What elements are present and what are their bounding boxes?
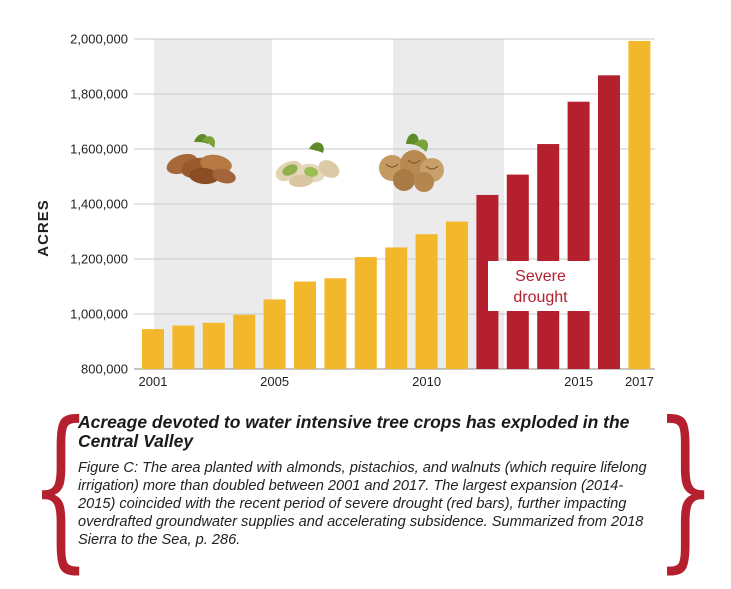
- bar-2009: [385, 247, 408, 369]
- bar-2010: [415, 234, 438, 369]
- bar-2015: [567, 101, 590, 369]
- bar-2008: [354, 257, 377, 369]
- walnuts-icon: [379, 133, 444, 192]
- caption-title: Acreage devoted to water intensive tree …: [78, 412, 630, 451]
- bar-2007: [324, 278, 347, 369]
- bar-2017: [628, 40, 651, 370]
- y-tick-label: 1,400,000: [70, 197, 128, 212]
- severe-drought-box: [488, 261, 593, 311]
- y-tick-label: 800,000: [81, 362, 128, 377]
- y-tick-label: 1,000,000: [70, 307, 128, 322]
- bar-2016: [598, 75, 620, 370]
- acreage-chart: 800,000 1,000,000 1,200,000 1,400,000 1,600,…: [35, 32, 655, 389]
- left-curly-brace: {: [30, 386, 92, 589]
- bar-2004: [233, 314, 256, 369]
- x-tick-label: 2005: [260, 374, 289, 389]
- bar-2003: [202, 322, 225, 369]
- y-tick-label: 1,800,000: [70, 87, 128, 102]
- bar-2002: [172, 325, 195, 369]
- pistachios-icon: [275, 142, 340, 188]
- bar-2011: [446, 221, 468, 369]
- y-tick-label: 2,000,000: [70, 32, 128, 47]
- severe-drought-annotation: Severe drought: [488, 261, 593, 311]
- bar-2005: [263, 299, 286, 369]
- y-tick-label: 1,600,000: [70, 142, 128, 157]
- y-axis-label: ACRES: [35, 199, 52, 257]
- bar-2014: [537, 144, 560, 369]
- x-tick-label: 2015: [564, 374, 593, 389]
- caption-body: Figure C: The area planted with almonds,…: [78, 460, 647, 548]
- y-tick-label: 1,200,000: [70, 252, 128, 267]
- drought-label-line2: drought: [513, 289, 568, 306]
- bar-2001: [142, 329, 164, 369]
- bar-2006: [294, 281, 316, 369]
- x-tick-label: 2017: [625, 374, 654, 389]
- bar-2012: [476, 194, 499, 369]
- x-tick-label: 2010: [412, 374, 441, 389]
- drought-label-line1: Severe: [515, 268, 566, 285]
- x-tick-label: 2001: [139, 374, 168, 389]
- figure-caption: Acreage devoted to water intensive tree …: [78, 413, 658, 549]
- right-curly-brace: }: [655, 386, 717, 589]
- almonds-icon: [166, 133, 236, 185]
